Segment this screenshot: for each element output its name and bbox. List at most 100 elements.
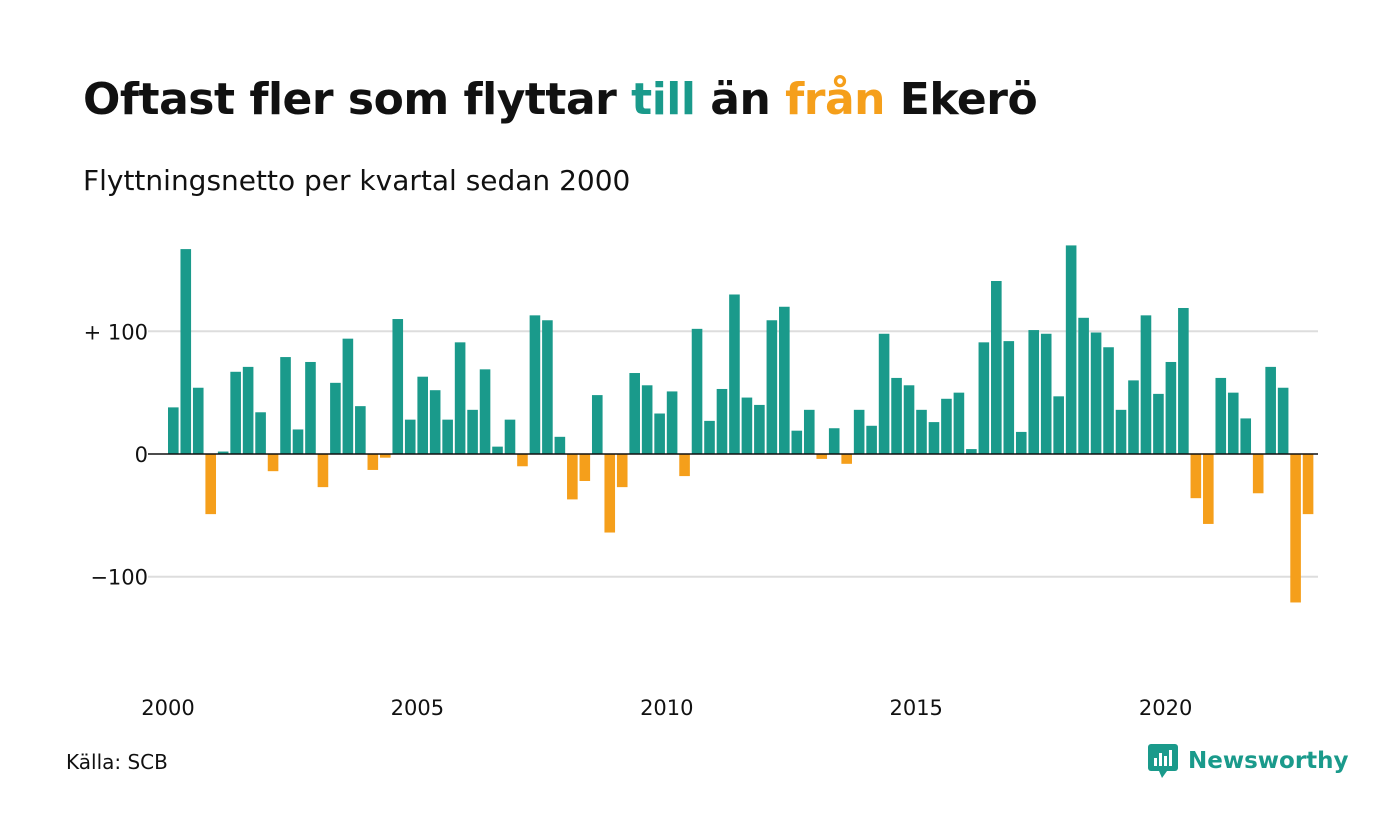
bar-2010K4 [704, 420, 715, 454]
bar-2006K2 [479, 369, 491, 454]
bar-2022K3 [1290, 454, 1301, 603]
bar-2015K3 [941, 398, 952, 454]
bar-2017K1 [1015, 431, 1027, 454]
bar-2009K4 [654, 413, 665, 454]
bar-2014K2 [878, 333, 890, 454]
bar-2013K2 [828, 428, 840, 454]
x-tick-label: 2005 [391, 696, 444, 720]
bar-2021K2 [1227, 392, 1239, 454]
x-axis-labels: 2000 2005 2010 2015 2020 [141, 696, 1192, 720]
bar-2021K1 [1215, 377, 1227, 454]
x-tick-label: 2020 [1139, 696, 1192, 720]
newsworthy-logo: Newsworthy [1148, 744, 1349, 778]
bar-2011K2 [729, 294, 740, 454]
bar-2021K3 [1240, 418, 1252, 454]
bar-2005K2 [429, 390, 441, 454]
bar-2009K3 [641, 385, 653, 454]
y-tick-label: 0 [135, 443, 148, 467]
bar-2003K3 [342, 338, 354, 454]
bar-2004K4 [404, 419, 416, 454]
bar-2015K1 [916, 409, 927, 454]
bar-2000K2 [180, 249, 192, 454]
bar-2006K3 [492, 446, 503, 454]
bar-2012K1 [766, 320, 778, 454]
bar-2008K1 [567, 454, 578, 500]
bar-2003K2 [330, 382, 341, 454]
bar-2005K4 [454, 342, 466, 454]
y-axis-labels: + 100 0 −100 [84, 320, 148, 589]
chart-subtitle: Flyttningsnetto per kvartal sedan 2000 [83, 164, 631, 197]
bar-2022K4 [1302, 454, 1314, 515]
bar-2021K4 [1252, 454, 1264, 494]
bar-2005K1 [417, 376, 428, 454]
bars [168, 245, 1314, 603]
bar-2001K2 [230, 371, 241, 454]
bar-2011K4 [754, 404, 765, 454]
title-part-2: än [695, 74, 786, 125]
bar-2013K4 [853, 409, 865, 454]
bar-2006K4 [504, 419, 516, 454]
bar-2006K1 [467, 409, 478, 454]
title-part-3: Ekerö [884, 74, 1038, 125]
bar-2007K4 [554, 436, 566, 454]
bar-2010K2 [679, 454, 690, 477]
bar-2012K2 [779, 306, 790, 454]
bar-2017K3 [1040, 333, 1052, 454]
bar-2001K4 [255, 412, 266, 454]
bar-2003K1 [317, 454, 329, 488]
bar-2016K3 [991, 280, 1002, 454]
bar-2000K1 [168, 407, 179, 454]
bar-2015K2 [928, 422, 940, 454]
y-tick-label: −100 [90, 566, 148, 590]
bar-2009K1 [616, 454, 628, 488]
bar-2013K1 [816, 454, 828, 459]
bar-2005K3 [442, 419, 453, 454]
bar-2007K3 [542, 320, 553, 454]
bar-2018K3 [1090, 332, 1102, 454]
bar-2019K3 [1140, 315, 1152, 454]
x-tick-label: 2015 [889, 696, 942, 720]
bar-2008K3 [591, 395, 603, 454]
bar-2004K2 [379, 454, 391, 458]
bar-2004K1 [367, 454, 379, 470]
bar-2020K3 [1190, 454, 1202, 499]
title-fran: från [785, 74, 885, 125]
title-till: till [631, 74, 696, 125]
bar-2015K4 [953, 392, 965, 454]
bar-2018K1 [1065, 245, 1077, 454]
bar-2020K2 [1178, 307, 1189, 454]
bar-2007K2 [529, 315, 541, 454]
bar-2004K3 [392, 319, 404, 454]
bar-2010K1 [666, 391, 678, 454]
bar-2017K2 [1028, 330, 1040, 454]
bar-2003K4 [355, 406, 366, 454]
bar-2008K4 [604, 454, 616, 533]
bar-2000K4 [205, 454, 217, 515]
bar-2020K1 [1165, 361, 1177, 454]
bar-2002K3 [292, 429, 304, 454]
bar-2009K2 [629, 373, 640, 454]
bar-2014K3 [891, 377, 902, 454]
bar-2008K2 [579, 454, 591, 481]
x-tick-label: 2000 [141, 696, 194, 720]
bar-2007K1 [517, 454, 528, 467]
bar-2012K4 [803, 409, 815, 454]
bar-2000K3 [192, 387, 204, 454]
bar-2002K1 [267, 454, 279, 472]
bar-2017K4 [1053, 396, 1064, 454]
bar-2018K4 [1103, 347, 1114, 454]
source-note: Källa: SCB [66, 750, 168, 774]
bar-2022K2 [1277, 387, 1289, 454]
bar-2012K3 [791, 430, 803, 454]
bar-2016K1 [966, 449, 977, 454]
bar-2020K4 [1203, 454, 1214, 524]
bar-2002K2 [280, 357, 291, 454]
bar-2016K4 [1003, 341, 1015, 454]
bar-2016K2 [978, 342, 990, 454]
bar-2019K1 [1115, 409, 1127, 454]
bar-2011K1 [716, 388, 728, 454]
bar-2019K4 [1153, 393, 1164, 454]
chart-title: Oftast fler som flyttar till än från Eke… [83, 74, 1038, 125]
y-tick-label: + 100 [84, 320, 148, 344]
